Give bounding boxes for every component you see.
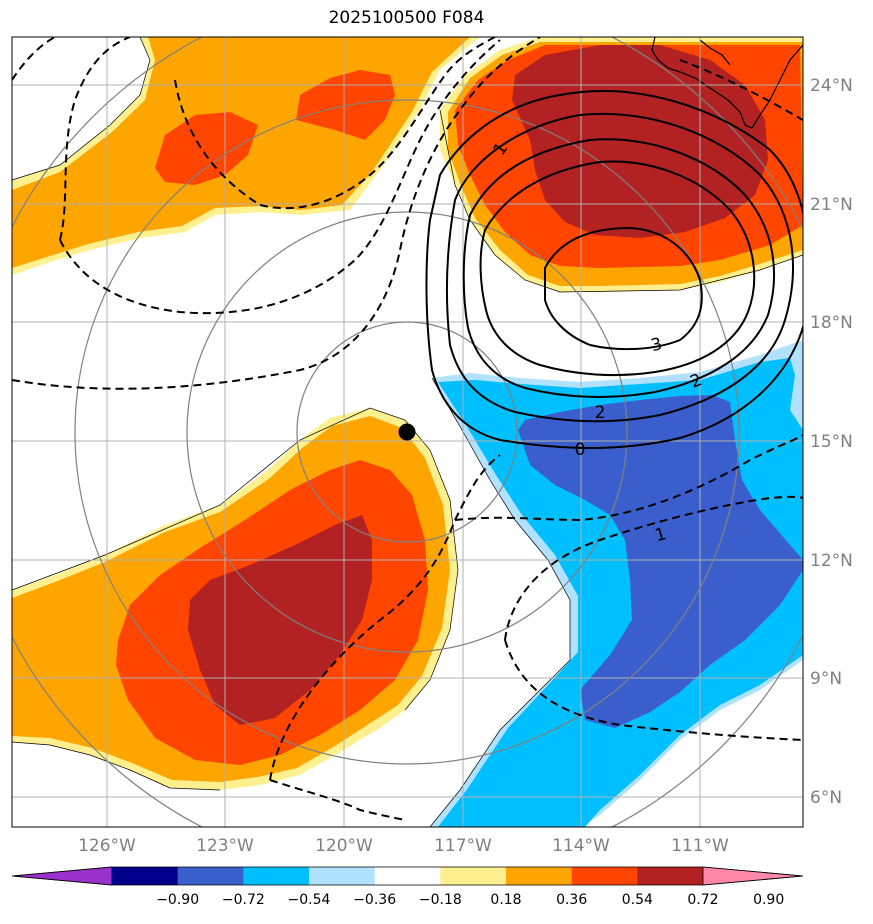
lon-label-126w: 126°W: [78, 836, 136, 856]
colorbar-tick-label: −0.36: [353, 892, 396, 908]
range-ring-1: [296, 321, 518, 543]
latitude-axis: 24°N 21°N 18°N 15°N 12°N 9°N 6°N: [810, 76, 853, 808]
colorbar-swatch: [177, 867, 244, 885]
colorbar-tick-label: −0.18: [419, 892, 462, 908]
map-plot-area: 1 3 2 2 0 1: [12, 37, 803, 827]
positive-anomaly-northwest: [12, 37, 480, 275]
colorbar-outline: [11, 866, 804, 886]
colorbar-tick-label: 0.54: [622, 892, 653, 908]
colorbar-swatch: [309, 867, 376, 885]
negative-anomaly-east: [430, 340, 803, 827]
colorbar-swatch: [243, 867, 310, 885]
range-ring-2: [186, 211, 628, 653]
lon-label-123w: 123°W: [196, 836, 254, 856]
map-title: 2025100500 F084: [328, 8, 485, 28]
range-rings: [12, 37, 803, 827]
solid-contours: [425, 90, 803, 449]
colorbar-extend-low: [11, 866, 113, 886]
colorbar-swatch: [112, 867, 179, 885]
lon-label-114w: 114°W: [552, 836, 610, 856]
lat-label-12n: 12°N: [810, 551, 853, 571]
range-ring-3: [74, 99, 740, 765]
contour-label-1-south: 1: [653, 524, 669, 546]
lat-label-24n: 24°N: [810, 76, 853, 96]
colorbar-swatch: [506, 867, 573, 885]
colorbar-swatch: [374, 867, 441, 885]
lon-label-117w: 117°W: [434, 836, 492, 856]
lat-label-6n: 6°N: [810, 788, 842, 808]
longitude-axis: 126°W 123°W 120°W 117°W 114°W 111°W: [78, 836, 729, 856]
lat-label-21n: 21°N: [810, 195, 853, 215]
positive-anomaly-southwest: [12, 408, 458, 790]
colorbar-tick-label: 0.36: [556, 892, 587, 908]
contour-label-3: 3: [649, 334, 665, 356]
colorbar-extend-high: [702, 866, 804, 886]
lat-label-18n: 18°N: [810, 313, 853, 333]
shading-edge-lines: [12, 37, 803, 827]
contour-label-2-south: 2: [595, 403, 606, 423]
colorbar-tick-label: 0.72: [687, 892, 718, 908]
lon-label-120w: 120°W: [315, 836, 373, 856]
colorbar-swatch: [571, 867, 638, 885]
colorbar-tick-label: 0.90: [753, 892, 784, 908]
coastline: [651, 37, 803, 129]
colorbar-tick-label: −0.90: [156, 892, 199, 908]
lon-label-111w: 111°W: [671, 836, 729, 856]
contour-label-0: 0: [575, 440, 586, 460]
lat-label-9n: 9°N: [810, 669, 842, 689]
plot-frame: [11, 36, 804, 828]
storm-center-marker: [398, 423, 416, 441]
dashed-contours: [12, 37, 803, 821]
lat-label-15n: 15°N: [810, 432, 853, 452]
positive-anomaly-northeast: [440, 37, 803, 292]
colorbar-tick-label: −0.72: [222, 892, 265, 908]
colorbar-swatch: [440, 867, 507, 885]
colorbar-swatch: [637, 867, 704, 885]
colorbar: −0.90 −0.72 −0.54 −0.36 −0.18 0.18 0.36 0.54 0.7…: [11, 866, 804, 908]
colorbar-tick-label: −0.54: [288, 892, 331, 908]
colorbar-tick-label: 0.18: [490, 892, 521, 908]
